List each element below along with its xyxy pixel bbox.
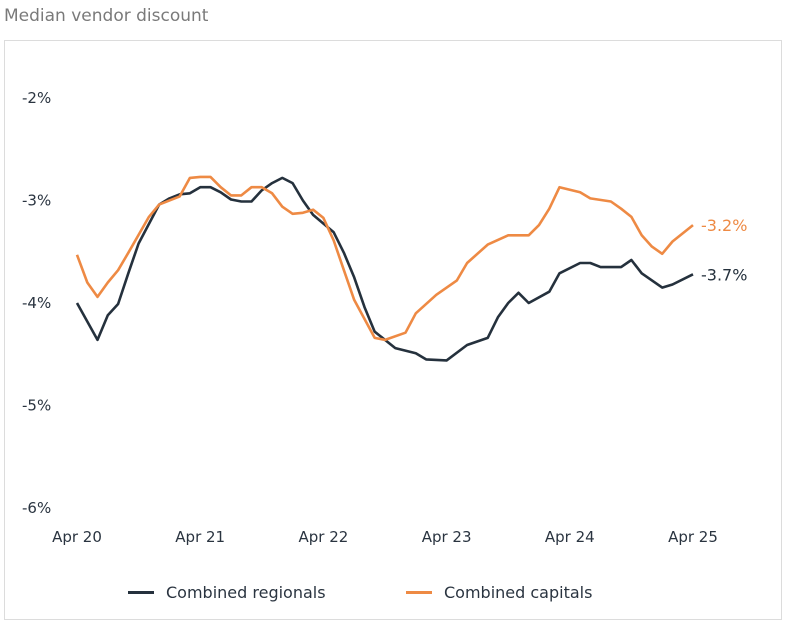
y-tick-label: -2%: [22, 89, 51, 107]
legend-swatch-regionals: [128, 591, 154, 594]
x-tick-label: Apr 22: [298, 528, 348, 546]
legend-label-capitals: Combined capitals: [444, 583, 593, 602]
chart-title: Median vendor discount: [4, 6, 209, 26]
chart-panel: [4, 40, 782, 620]
x-tick-label: Apr 20: [52, 528, 102, 546]
end-label-regionals: -3.7%: [701, 265, 747, 284]
legend-item-capitals: Combined capitals: [406, 583, 592, 602]
y-tick-label: -6%: [22, 499, 51, 517]
y-tick-label: -3%: [22, 192, 51, 210]
series-line-regionals: [75, 176, 694, 362]
series-line-capitals: [75, 175, 694, 342]
x-tick-label: Apr 24: [545, 528, 595, 546]
legend-swatch-capitals: [406, 591, 432, 594]
y-tick-label: -5%: [22, 397, 51, 415]
end-label-capitals: -3.2%: [701, 216, 747, 235]
x-tick-label: Apr 21: [175, 528, 225, 546]
x-tick-label: Apr 25: [668, 528, 718, 546]
legend-item-regionals: Combined regionals: [128, 583, 326, 602]
legend-label-regionals: Combined regionals: [166, 583, 326, 602]
y-tick-label: -4%: [22, 294, 51, 312]
x-tick-label: Apr 23: [422, 528, 472, 546]
